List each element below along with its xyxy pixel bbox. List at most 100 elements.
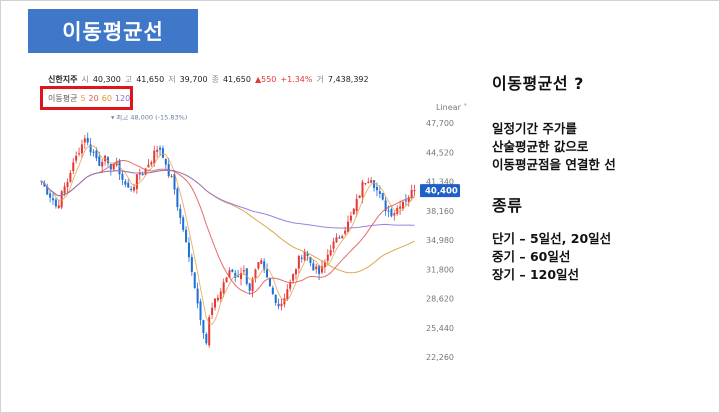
- candle-body: [387, 210, 390, 212]
- candle-body: [202, 320, 205, 334]
- candle-body: [407, 197, 410, 203]
- candle-body: [54, 199, 57, 207]
- chevron-down-icon: ˅: [463, 103, 468, 112]
- candle-body: [130, 188, 133, 191]
- candle-body: [216, 297, 219, 301]
- candle-body: [156, 149, 159, 152]
- candle-body: [211, 307, 214, 315]
- candle-body: [404, 200, 407, 202]
- candle-body: [95, 150, 98, 159]
- volume-label: 거: [316, 74, 324, 84]
- candle-body: [341, 236, 344, 239]
- candle-body: [159, 147, 162, 150]
- y-tick-label: 41,340: [426, 178, 454, 187]
- low-value: 39,700: [179, 74, 208, 84]
- candle-body: [57, 205, 60, 209]
- candle-body: [222, 282, 225, 293]
- candle-body: [153, 150, 156, 164]
- price-chart[interactable]: 47,700 44,520 41,340 38,160 34,980 31,800 28,6…: [36, 115, 462, 365]
- candle-body: [384, 200, 387, 211]
- scale-toggle[interactable]: Linear ˅: [436, 103, 467, 112]
- ticker-name[interactable]: 신한지주: [48, 74, 78, 84]
- candle-body: [78, 153, 81, 155]
- candle-body: [254, 269, 257, 279]
- definition-line-1: 일정기간 주가를: [492, 121, 577, 136]
- candle-body: [170, 175, 173, 177]
- kind-title: 종류: [492, 196, 523, 215]
- candle-body: [306, 253, 309, 257]
- ma20-label[interactable]: 20: [88, 93, 99, 103]
- kind-line-2: 중기 – 60일선: [492, 249, 571, 264]
- candle-body: [115, 161, 118, 166]
- candle-body: [49, 193, 52, 198]
- candle-body: [364, 183, 367, 185]
- candle-body: [118, 160, 121, 175]
- candle-body: [92, 151, 95, 153]
- candle-body: [72, 162, 75, 172]
- candle-body: [228, 270, 231, 278]
- candle-body: [393, 213, 396, 216]
- candle-body: [242, 270, 245, 272]
- candle-body: [312, 263, 315, 271]
- candle-body: [101, 161, 104, 167]
- candle-body: [292, 274, 295, 281]
- candle-body: [52, 198, 55, 201]
- scale-label: Linear: [436, 103, 461, 112]
- candle-body: [89, 144, 92, 153]
- candle-body: [332, 241, 335, 249]
- y-tick-label: 25,440: [426, 324, 454, 333]
- candle-body: [309, 256, 312, 264]
- candle-body: [401, 201, 404, 209]
- candle-body: [378, 191, 381, 194]
- definition-line-3: 이동평균점을 연결한 선: [492, 157, 616, 172]
- candle-body: [375, 187, 378, 191]
- candle-body: [277, 303, 280, 307]
- candle-body: [63, 186, 66, 194]
- close-value: 41,650: [222, 74, 251, 84]
- candle-body: [289, 282, 292, 289]
- candle-body: [320, 266, 324, 273]
- candle-body: [86, 137, 89, 143]
- ma120-line: [41, 169, 415, 229]
- candle-body: [199, 301, 202, 320]
- y-tick-label: 34,980: [426, 236, 454, 245]
- candle-body: [213, 298, 216, 308]
- question-title: 이동평균선 ?: [492, 74, 584, 93]
- candle-body: [83, 138, 86, 143]
- candle-body: [109, 163, 112, 170]
- candle-body: [43, 182, 46, 187]
- candle-body: [127, 182, 130, 188]
- candle-body: [347, 221, 350, 232]
- candle-body: [75, 155, 78, 161]
- candle-body: [303, 251, 306, 260]
- candle-body: [373, 180, 376, 188]
- y-tick-label: 47,700: [426, 119, 454, 128]
- banner-title: 이동평균선: [62, 20, 164, 44]
- candle-body: [352, 208, 355, 215]
- ma60-label[interactable]: 60: [101, 93, 112, 103]
- y-tick-label: 38,160: [426, 207, 454, 216]
- candle-body: [219, 291, 222, 299]
- candle-body: [66, 182, 69, 187]
- right-panel: 이동평균선 ? 일정기간 주가를 산술평균한 값으로 이동평균점을 연결한 선 …: [492, 70, 712, 284]
- candle-body: [176, 188, 179, 208]
- candle-body: [367, 181, 370, 183]
- y-tick-label: 31,800: [426, 265, 454, 274]
- definition-line-2: 산술평균한 값으로: [492, 139, 589, 154]
- candle-body: [266, 269, 269, 278]
- candle-body: [280, 303, 283, 307]
- kind-line-3: 장기 – 120일선: [492, 267, 580, 282]
- kind-line-1: 단기 – 5일선, 20일선: [492, 231, 612, 246]
- close-label: 종: [211, 74, 219, 84]
- candle-body: [141, 174, 144, 176]
- candle-body: [46, 186, 49, 195]
- candle-body: [344, 230, 347, 234]
- ma5-label[interactable]: 5: [80, 93, 86, 103]
- candle-body: [399, 206, 402, 209]
- ma-legend-box[interactable]: 이동평균 5 20 60 120: [40, 86, 133, 110]
- candle-body: [147, 164, 150, 168]
- ma120-label[interactable]: 120: [114, 93, 131, 103]
- candle-body: [263, 261, 266, 270]
- candle-body: [315, 266, 318, 270]
- candle-body: [361, 181, 364, 197]
